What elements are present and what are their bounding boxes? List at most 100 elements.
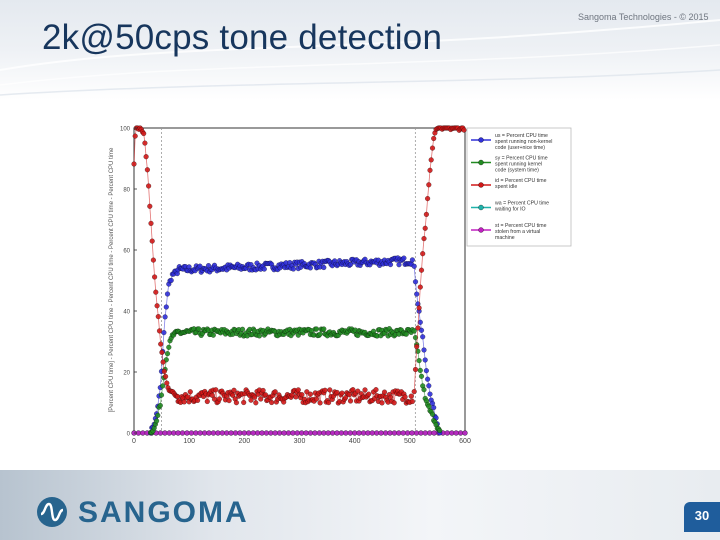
data-point-us: [431, 405, 437, 411]
data-point-id: [158, 341, 164, 347]
data-point-id: [420, 251, 426, 257]
data-point-us: [401, 255, 407, 261]
data-point-us: [423, 368, 429, 374]
data-point-id: [417, 284, 423, 290]
data-point-us: [164, 291, 171, 297]
data-point-id: [422, 225, 428, 231]
legend-entry-sy: sy = Percent CPU time spent running kerne…: [495, 156, 548, 174]
x-tick-label: 600: [459, 438, 471, 445]
data-point-id: [347, 398, 354, 404]
data-point-us: [162, 314, 168, 320]
data-point-id: [185, 394, 191, 400]
data-point-id: [379, 400, 385, 406]
data-point-id: [425, 196, 431, 202]
data-point-st: [294, 430, 300, 436]
data-point-id: [150, 257, 156, 263]
data-point-us: [425, 376, 431, 382]
data-points: [131, 125, 468, 436]
data-point-id: [230, 392, 236, 398]
data-point-id: [148, 220, 154, 226]
data-point-st: [232, 430, 239, 436]
data-point-id: [426, 182, 432, 188]
data-point-us: [409, 257, 415, 263]
data-point-id: [241, 399, 247, 406]
data-point-st: [228, 430, 234, 436]
data-point-st: [175, 430, 181, 436]
data-point-id: [414, 344, 420, 350]
data-point-id: [381, 389, 388, 395]
data-point-id: [307, 391, 313, 397]
data-point-sy: [317, 331, 323, 337]
data-point-sy: [154, 418, 160, 424]
data-point-st: [188, 430, 194, 436]
legend-entry-wa: wa = Percent CPU time waiting for IO: [495, 201, 549, 213]
data-point-id: [142, 140, 148, 146]
data-point-us: [418, 327, 425, 333]
data-point-id: [317, 400, 323, 406]
data-point-us: [307, 265, 313, 271]
series-sy: [148, 326, 443, 436]
data-point-id: [204, 398, 210, 405]
data-point-id: [152, 274, 158, 280]
data-point-st: [206, 430, 212, 436]
data-point-us: [168, 277, 174, 283]
data-point-st: [387, 430, 393, 436]
y-tick-label: 100: [120, 127, 131, 133]
data-point-id: [362, 387, 368, 393]
legend-swatch-id: [478, 182, 484, 188]
data-point-st: [179, 430, 186, 436]
data-point-id: [334, 389, 340, 396]
legend-swatch-us: [478, 137, 484, 143]
data-point-st: [427, 430, 433, 436]
data-point-st: [272, 430, 278, 436]
data-point-us: [426, 383, 432, 389]
data-point-st: [431, 430, 437, 436]
data-point-id: [248, 397, 254, 403]
data-point-st: [374, 430, 380, 436]
legend-swatch-st: [478, 227, 484, 233]
data-point-id: [322, 387, 328, 393]
data-point-sy: [421, 387, 427, 393]
data-point-id: [226, 398, 232, 404]
data-point-id: [231, 387, 237, 393]
data-point-st: [312, 430, 318, 436]
data-point-id: [293, 394, 299, 400]
data-point-id: [299, 392, 305, 398]
legend-entry-us: us = Percent CPU time spent running non-k…: [495, 133, 552, 151]
legend-box: [466, 127, 572, 247]
data-point-id: [233, 400, 239, 406]
data-point-sy: [411, 328, 417, 334]
data-point-st: [171, 430, 177, 436]
data-point-id: [429, 145, 436, 151]
data-point-sy: [416, 358, 422, 364]
data-point-st: [263, 430, 269, 436]
data-point-id: [181, 399, 187, 405]
data-point-st: [268, 430, 274, 436]
data-point-sy: [158, 392, 165, 398]
data-point-st: [343, 430, 349, 436]
data-point-st: [162, 430, 168, 436]
data-point-st: [347, 430, 353, 436]
x-tick-label: 500: [404, 438, 416, 445]
data-point-id: [252, 394, 258, 400]
data-point-us: [387, 262, 394, 268]
data-point-st: [365, 430, 371, 436]
data-point-id: [416, 305, 422, 311]
data-point-sy: [355, 332, 361, 339]
data-point-sy: [429, 411, 436, 417]
data-point-st: [299, 430, 305, 436]
data-point-id: [408, 393, 414, 399]
y-tick-label: 80: [123, 188, 130, 194]
data-point-st: [166, 430, 172, 436]
data-point-st: [259, 430, 265, 436]
data-point-id: [131, 161, 137, 167]
data-point-id: [355, 388, 361, 394]
data-point-id: [141, 130, 147, 137]
data-point-st: [321, 430, 327, 436]
data-point-st: [193, 430, 199, 436]
data-point-id: [187, 389, 193, 395]
x-tick-label: 0: [132, 438, 136, 445]
data-point-id: [373, 387, 379, 393]
data-point-sy: [256, 333, 262, 339]
data-point-id: [164, 380, 170, 386]
